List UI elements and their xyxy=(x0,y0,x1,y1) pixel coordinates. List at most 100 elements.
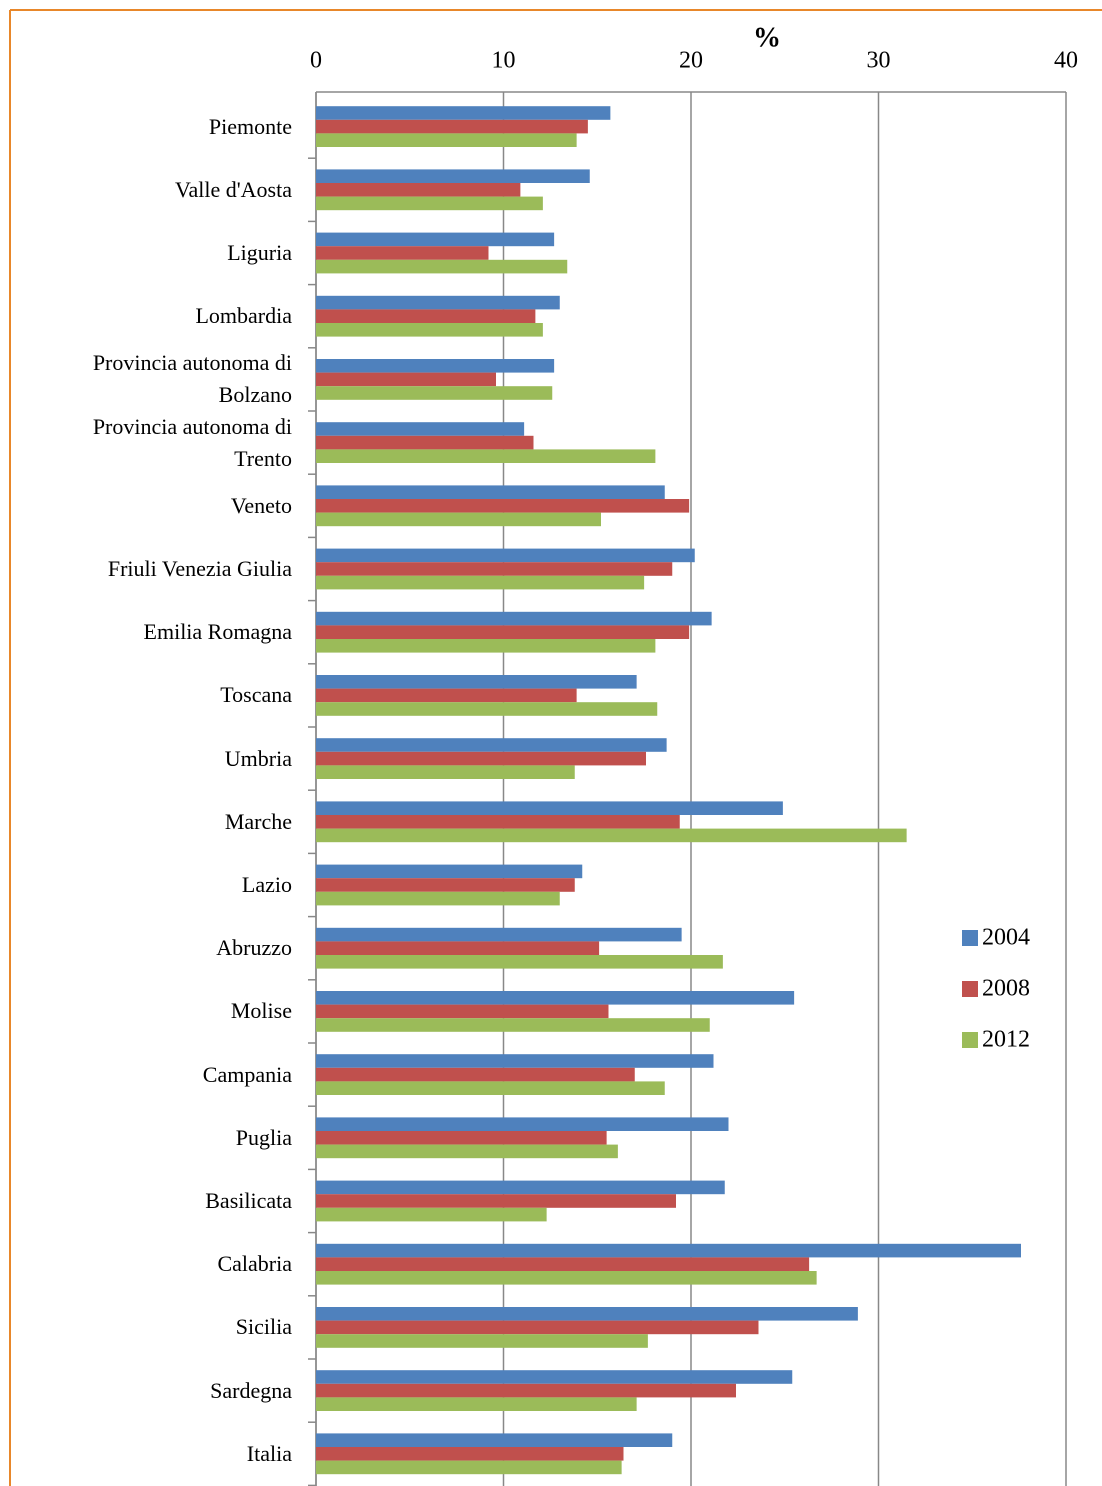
bar xyxy=(316,246,489,260)
bar xyxy=(316,372,496,387)
bar xyxy=(316,1081,665,1095)
bar xyxy=(316,1383,736,1398)
legend-label: 2004 xyxy=(982,925,1030,951)
bar xyxy=(316,183,521,197)
y-tick-label: Provincia autonoma di Trento xyxy=(92,413,292,471)
y-tick-label: Piemonte xyxy=(208,113,292,139)
bar xyxy=(316,548,695,563)
y-tick-label: Basilicata xyxy=(205,1187,292,1213)
y-tick-label: Puglia xyxy=(235,1124,292,1150)
bar xyxy=(316,435,534,450)
bar xyxy=(316,359,555,373)
bar xyxy=(316,499,690,513)
bar xyxy=(316,1018,710,1032)
y-tick-label: Campania xyxy=(202,1061,292,1087)
bar xyxy=(316,1334,648,1348)
bar xyxy=(316,1307,858,1321)
bar xyxy=(316,765,575,779)
legend-swatch xyxy=(962,981,978,997)
x-tick-label: 10 xyxy=(492,48,516,74)
y-tick-label: Friuli Venezia Giulia xyxy=(107,555,292,581)
bar xyxy=(316,625,690,639)
y-tick-label: Lazio xyxy=(241,871,292,897)
bar xyxy=(316,512,601,527)
bar xyxy=(316,675,637,689)
y-tick-label: Umbria xyxy=(224,745,292,771)
bar xyxy=(316,611,712,626)
bar xyxy=(316,1131,607,1145)
bar xyxy=(316,1271,817,1285)
axis-label: % xyxy=(753,22,781,53)
y-tick-label: Lombardia xyxy=(195,303,292,329)
bar xyxy=(316,1207,547,1222)
x-tick-label: 40 xyxy=(1054,48,1078,74)
bar xyxy=(316,639,656,653)
bar xyxy=(316,688,577,703)
x-tick-label: 30 xyxy=(867,48,891,74)
bar xyxy=(316,196,543,211)
bar xyxy=(316,1460,622,1475)
bar xyxy=(316,702,658,716)
y-tick-label: Sicilia xyxy=(235,1314,292,1340)
legend-label: 2008 xyxy=(982,976,1030,1002)
bar xyxy=(316,1370,793,1384)
y-tick-label: Sardegna xyxy=(210,1377,292,1403)
bar xyxy=(316,232,555,247)
bar xyxy=(316,1067,635,1082)
bar xyxy=(316,323,543,337)
bar xyxy=(316,1397,637,1411)
bar xyxy=(316,1180,725,1195)
bar xyxy=(316,1320,759,1335)
bar xyxy=(316,1004,609,1019)
y-tick-label: Molise xyxy=(230,998,292,1024)
bar xyxy=(316,386,553,400)
y-tick-label: Calabria xyxy=(217,1251,292,1277)
y-tick-label: Abruzzo xyxy=(216,935,292,961)
bar xyxy=(316,815,680,829)
bar xyxy=(316,1257,810,1271)
bar xyxy=(316,1144,618,1159)
bar xyxy=(316,1447,624,1461)
bar xyxy=(316,751,646,766)
bar xyxy=(316,864,583,879)
bar xyxy=(316,295,560,310)
bar xyxy=(316,878,575,892)
bar xyxy=(316,1054,714,1068)
bar xyxy=(316,575,645,590)
bar xyxy=(316,106,611,120)
bar xyxy=(316,259,568,274)
bar xyxy=(316,1243,1021,1258)
bar xyxy=(316,828,907,843)
bar xyxy=(316,562,673,576)
bar xyxy=(316,119,588,134)
bar xyxy=(316,133,577,147)
x-tick-label: 20 xyxy=(679,48,703,74)
y-tick-label: Veneto xyxy=(230,492,292,518)
bar xyxy=(316,485,665,499)
bar xyxy=(316,891,560,906)
bar xyxy=(316,955,723,969)
bar xyxy=(316,449,656,463)
bar xyxy=(316,1194,676,1208)
bar xyxy=(316,309,536,323)
bar xyxy=(316,169,590,183)
bar xyxy=(316,941,600,955)
x-tick-label: 0 xyxy=(310,48,322,74)
y-tick-label: Marche xyxy=(224,808,292,834)
bar xyxy=(316,927,682,942)
y-tick-label: Liguria xyxy=(227,239,292,265)
bar xyxy=(316,422,525,436)
bar xyxy=(316,1117,729,1131)
y-tick-label: Emilia Romagna xyxy=(143,619,292,645)
legend-label: 2012 xyxy=(982,1027,1030,1053)
y-tick-label: Provincia autonoma di Bolzano xyxy=(92,350,292,408)
y-tick-label: Valle d'Aosta xyxy=(175,176,292,202)
y-tick-label: Italia xyxy=(246,1440,292,1466)
bar xyxy=(316,991,795,1005)
legend-swatch xyxy=(962,1032,978,1048)
bar xyxy=(316,801,783,815)
bar xyxy=(316,738,667,752)
bar xyxy=(316,1433,673,1447)
